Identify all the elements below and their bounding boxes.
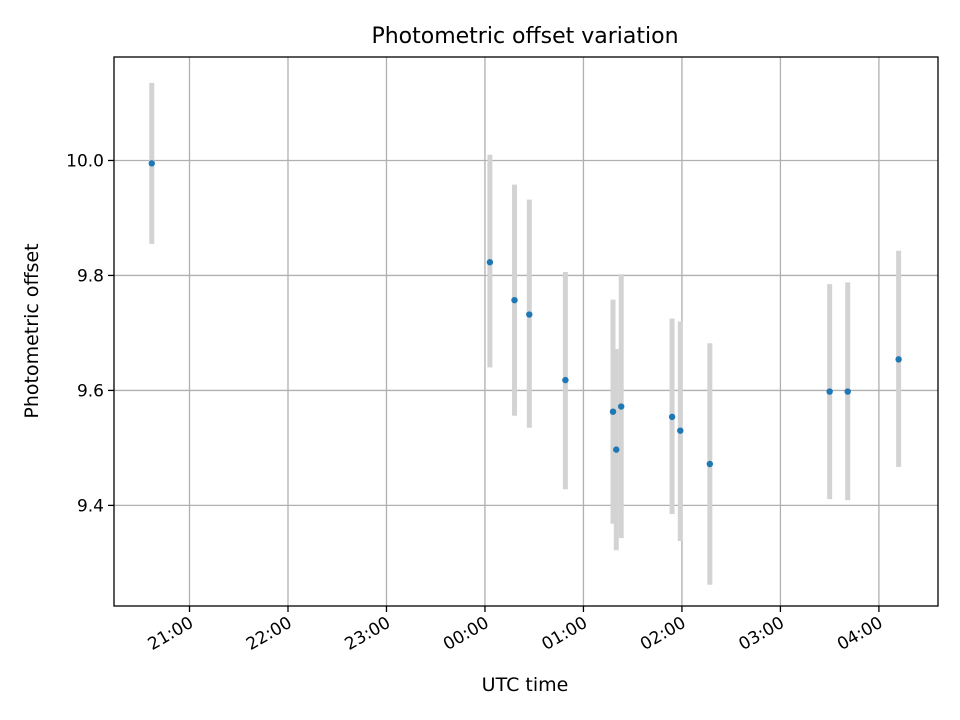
y-tick-label: 9.4 xyxy=(77,496,104,516)
y-tick-label: 9.8 xyxy=(77,266,104,286)
y-axis-ticks: 9.4 9.6 9.8 10.0 xyxy=(66,151,114,516)
chart-title: Photometric offset variation xyxy=(371,24,678,49)
y-axis-label: Photometric offset xyxy=(21,243,43,418)
data-point xyxy=(706,460,714,468)
data-point xyxy=(609,408,617,415)
data-point xyxy=(613,446,620,453)
data-point xyxy=(148,160,155,167)
data-point xyxy=(677,427,684,434)
data-point xyxy=(486,259,494,266)
y-tick-label: 9.6 xyxy=(77,381,104,401)
data-point xyxy=(844,388,851,395)
plot-frame xyxy=(113,56,939,607)
x-axis-label: UTC time xyxy=(482,674,569,696)
data-point xyxy=(511,296,518,304)
data-point xyxy=(668,413,676,421)
data-points xyxy=(148,160,902,468)
data-point xyxy=(562,376,569,384)
data-point xyxy=(526,311,533,318)
data-point xyxy=(895,356,902,363)
y-tick-label: 10.0 xyxy=(66,151,104,171)
data-point xyxy=(618,403,625,410)
data-point xyxy=(826,388,833,395)
